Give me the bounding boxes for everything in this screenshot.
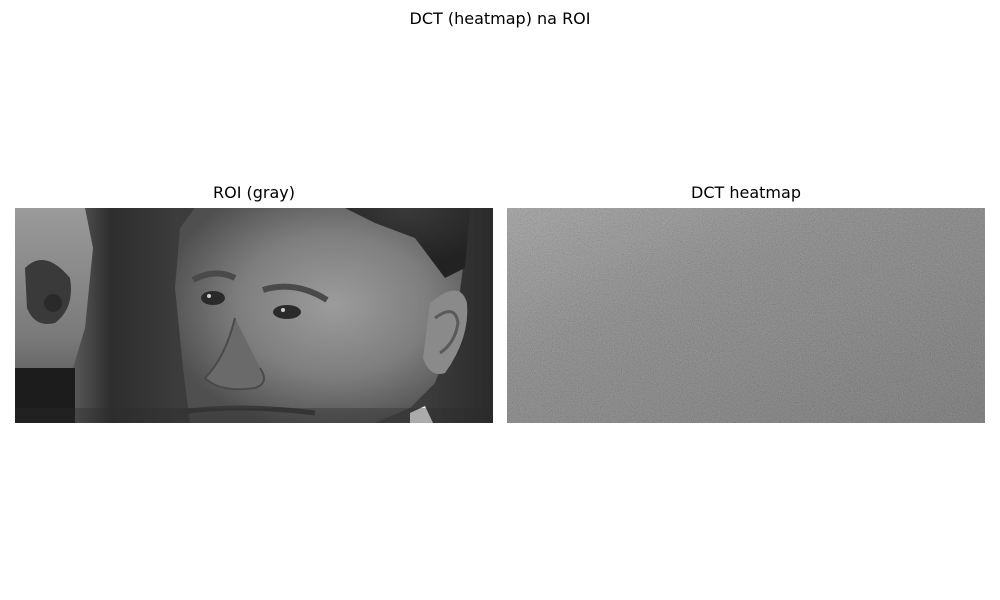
- dct-panel-title: DCT heatmap: [691, 183, 801, 202]
- roi-gray-image: [15, 208, 493, 423]
- roi-panel-title: ROI (gray): [212, 183, 295, 202]
- dct-heatmap-image: [507, 208, 985, 423]
- figure-title: DCT (heatmap) na ROI: [409, 9, 591, 28]
